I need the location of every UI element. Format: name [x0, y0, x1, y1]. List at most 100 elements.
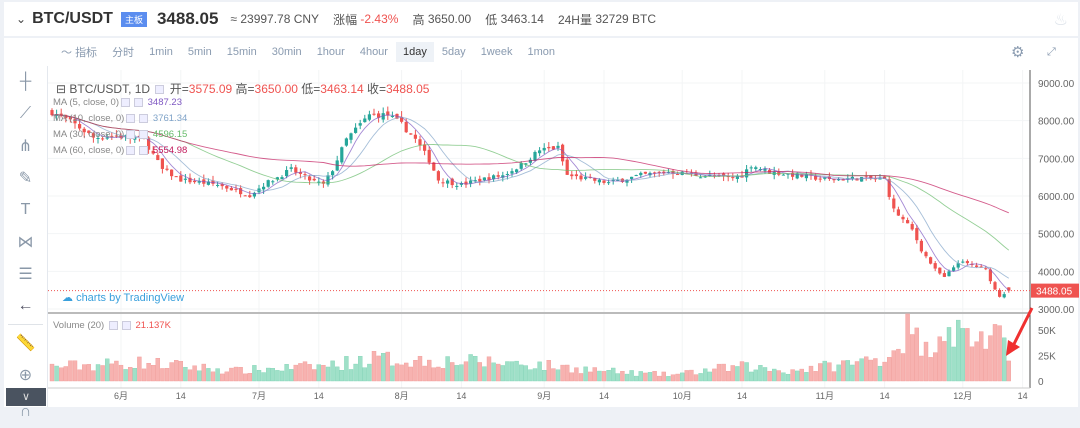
volume-bar [537, 361, 542, 382]
candle-body [358, 123, 362, 126]
close-box-icon[interactable] [121, 320, 131, 330]
candle-body [271, 181, 275, 183]
volume-label: Volume (20) [53, 320, 105, 331]
candle-body [887, 179, 891, 197]
close-box-icon[interactable] [139, 145, 149, 155]
candle-body [542, 147, 546, 151]
time-tick-label: 8月 [395, 391, 409, 401]
candle-body [657, 171, 661, 173]
candle-body [528, 159, 532, 163]
volume-bar [252, 365, 257, 382]
candle-body [308, 176, 312, 181]
brush-icon[interactable]: ✎ [18, 170, 33, 187]
volume-bar [818, 363, 823, 382]
volume-bar [657, 375, 662, 382]
interval-fenshi[interactable]: 分时 [112, 47, 135, 59]
volume-bar [468, 354, 473, 382]
interval-30min[interactable]: 30min [271, 46, 302, 58]
candle-body [630, 176, 634, 179]
volume-bar [542, 370, 547, 382]
fullscreen-icon[interactable]: ⤢ [1047, 45, 1056, 58]
volume-bar [358, 355, 363, 382]
collapse-icon[interactable]: ⊟ [56, 82, 67, 96]
zoom-in-icon[interactable]: ⊕ [18, 367, 33, 384]
price-tick-label: 3000.00 [1038, 305, 1075, 316]
candle-body [197, 181, 201, 183]
settings-box-icon[interactable] [155, 85, 165, 95]
volume-bar [831, 371, 837, 382]
back-arrow-icon[interactable]: ← [17, 297, 34, 314]
volume-bar [173, 360, 179, 382]
interval-15min[interactable]: 15min [226, 46, 257, 58]
close-label: 收= [367, 82, 387, 96]
volume-bar [215, 368, 220, 382]
volume-bar [59, 367, 64, 382]
volume-bar [293, 364, 298, 382]
volume-bar [684, 370, 689, 382]
high-value: 3650.00 [254, 82, 298, 96]
settings-box-icon[interactable] [126, 113, 136, 123]
candle-body [961, 261, 965, 263]
volume-bar [601, 371, 607, 382]
volume-bar [335, 366, 340, 382]
symbol[interactable]: BTC/USDT [32, 10, 113, 27]
candle-body [354, 127, 358, 133]
candle-body [243, 195, 247, 197]
interval-5day[interactable]: 5day [441, 46, 466, 58]
collapse-toolbar-button[interactable]: ∨ [6, 388, 46, 406]
chevron-down-icon[interactable]: ⌄ [16, 12, 27, 26]
tradingview-watermark[interactable]: ☁ charts by TradingView [62, 292, 185, 304]
candle-body [487, 177, 491, 181]
candle-body [556, 145, 560, 148]
settings-gear-icon[interactable]: ⚙ [1011, 44, 1025, 61]
settings-box-icon[interactable] [108, 320, 118, 330]
candle-body [188, 177, 192, 183]
candle-body [87, 130, 91, 134]
time-tick-label: 7月 [252, 391, 266, 401]
candle-body [643, 171, 647, 174]
indicator-button[interactable]: 〜 指标 [61, 47, 98, 59]
candle-body [616, 179, 620, 181]
candle-body [303, 174, 307, 176]
volume-bar [864, 356, 869, 382]
interval-5min[interactable]: 5min [187, 46, 212, 58]
interval-1min[interactable]: 1min [149, 46, 173, 58]
candle-body [662, 171, 666, 174]
candle-body [984, 268, 988, 270]
last-price-label: 3488.05 [1036, 287, 1073, 298]
trend-line-icon[interactable]: ⟋ [19, 105, 32, 122]
change-label: 涨幅 [333, 12, 358, 27]
volume-bar [753, 369, 758, 382]
pattern-icon[interactable]: ⋈ [17, 234, 34, 251]
price-chart[interactable]: 9000.00 8000.00 7000.00 6000.00 5000.00 4000.… [0, 0, 1080, 409]
interval-1week[interactable]: 1week [480, 46, 513, 58]
volume-bar [477, 362, 482, 382]
volume-bar [997, 325, 1002, 382]
crosshair-icon[interactable]: ┼ [19, 73, 32, 90]
interval-1day[interactable]: 1day [395, 42, 434, 62]
time-tick-label: 11月 [816, 391, 834, 401]
close-box-icon[interactable] [139, 129, 149, 139]
candle-body [482, 177, 486, 181]
interval-4hour[interactable]: 4hour [359, 46, 388, 58]
close-box-icon[interactable] [134, 97, 143, 107]
close-box-icon[interactable] [139, 113, 149, 123]
volume-bar [910, 334, 915, 382]
volume-bar [799, 368, 804, 382]
volume-bar [928, 357, 933, 382]
fork-icon[interactable]: ⋔ [18, 138, 33, 155]
settings-box-icon[interactable] [126, 129, 136, 139]
fib-icon[interactable]: ☰ [18, 266, 33, 283]
volume-bar [638, 371, 643, 382]
interval-1mon[interactable]: 1mon [527, 46, 556, 58]
settings-box-icon[interactable] [126, 145, 136, 155]
volume-bar [114, 360, 119, 382]
interval-1hour[interactable]: 1hour [316, 46, 345, 58]
settings-box-icon[interactable] [121, 97, 130, 107]
volume-bar [652, 371, 657, 382]
candle-body [818, 178, 822, 180]
candle-body [119, 135, 123, 138]
ruler-icon[interactable]: 📏 [15, 335, 36, 352]
volume-bar [900, 353, 906, 382]
text-icon[interactable]: T [20, 201, 31, 218]
